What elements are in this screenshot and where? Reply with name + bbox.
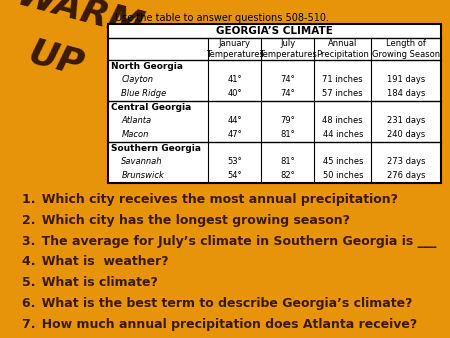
Text: Southern Georgia: Southern Georgia: [111, 144, 201, 152]
Text: 81°: 81°: [280, 157, 295, 166]
Text: Annual
Precipitation: Annual Precipitation: [316, 39, 369, 59]
Text: 45 inches: 45 inches: [323, 157, 363, 166]
Text: 71 inches: 71 inches: [323, 75, 363, 84]
Text: North Georgia: North Georgia: [111, 62, 183, 71]
Text: WARM-: WARM-: [12, 0, 162, 48]
Text: 74°: 74°: [280, 90, 295, 98]
Text: 82°: 82°: [280, 171, 295, 180]
Text: 2. Which city has the longest growing season?: 2. Which city has the longest growing se…: [22, 214, 350, 227]
Text: 74°: 74°: [280, 75, 295, 84]
Text: Central Georgia: Central Georgia: [111, 103, 192, 112]
Text: 57 inches: 57 inches: [323, 90, 363, 98]
Text: 54°: 54°: [227, 171, 242, 180]
Text: 44°: 44°: [227, 116, 242, 125]
Text: Savannah: Savannah: [122, 157, 163, 166]
Text: 40°: 40°: [227, 90, 242, 98]
Text: 44 inches: 44 inches: [323, 130, 363, 139]
Text: 7. How much annual precipitation does Atlanta receive?: 7. How much annual precipitation does At…: [22, 318, 417, 331]
Text: Brunswick: Brunswick: [122, 171, 164, 180]
Text: Use the table to answer questions 508-510.: Use the table to answer questions 508-51…: [115, 13, 328, 23]
Text: Macon: Macon: [122, 130, 148, 139]
Text: GEORGIA’S CLIMATE: GEORGIA’S CLIMATE: [216, 26, 333, 36]
Text: Atlanta: Atlanta: [122, 116, 152, 125]
Text: 50 inches: 50 inches: [323, 171, 363, 180]
Text: 276 days: 276 days: [387, 171, 425, 180]
Text: Length of
Growing Season: Length of Growing Season: [372, 39, 440, 59]
Text: 231 days: 231 days: [387, 116, 425, 125]
Text: 47°: 47°: [227, 130, 242, 139]
Text: July
Temperatures: July Temperatures: [259, 39, 317, 59]
Text: Clayton: Clayton: [122, 75, 153, 84]
Text: 81°: 81°: [280, 130, 295, 139]
Text: UP: UP: [25, 36, 88, 83]
Text: January
Temperatures: January Temperatures: [206, 39, 264, 59]
Text: 273 days: 273 days: [387, 157, 425, 166]
Text: Blue Ridge: Blue Ridge: [122, 90, 166, 98]
Text: 4. What is  weather?: 4. What is weather?: [22, 256, 169, 268]
Text: 1. Which city receives the most annual precipitation?: 1. Which city receives the most annual p…: [22, 193, 398, 206]
Text: 3. The average for July’s climate in Southern Georgia is ___: 3. The average for July’s climate in Sou…: [22, 235, 436, 248]
Text: 79°: 79°: [280, 116, 295, 125]
Text: 41°: 41°: [227, 75, 242, 84]
Text: 240 days: 240 days: [387, 130, 425, 139]
Text: 5. What is climate?: 5. What is climate?: [22, 276, 158, 289]
Text: 184 days: 184 days: [387, 90, 425, 98]
Text: 53°: 53°: [227, 157, 242, 166]
Text: 191 days: 191 days: [387, 75, 425, 84]
Text: 6. What is the best term to describe Georgia’s climate?: 6. What is the best term to describe Geo…: [22, 297, 413, 310]
Text: 48 inches: 48 inches: [323, 116, 363, 125]
